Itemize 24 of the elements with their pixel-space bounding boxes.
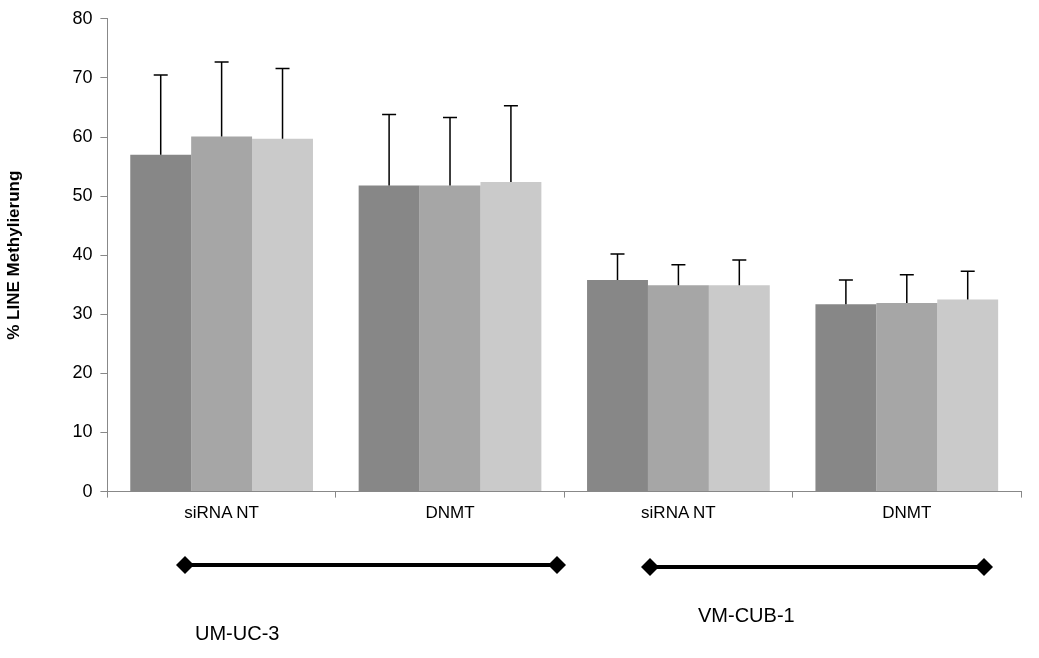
y-tick-label: 50 (72, 185, 93, 206)
y-tick-label: 30 (72, 303, 93, 324)
y-tick-label: 0 (82, 480, 93, 501)
y-axis-title: % LINE Methylierung (3, 170, 23, 340)
y-tick-label: 80 (72, 7, 93, 28)
x-tick-label: DNMT (425, 503, 475, 523)
y-tick-label: 20 (72, 362, 93, 383)
bar (876, 303, 938, 492)
text: UM-UC-3 (195, 622, 280, 645)
bar (252, 138, 313, 492)
bar (419, 185, 481, 492)
y-tick-label: 60 (72, 125, 93, 146)
bar (937, 299, 999, 492)
text: VM-CUB-1 (698, 604, 795, 627)
x-tick-label: DNMT (882, 503, 932, 523)
x-tick-label: siRNA NT (641, 503, 716, 523)
y-tick-label: 40 (72, 244, 93, 265)
bar (191, 136, 253, 492)
y-tick-label: 70 (72, 66, 93, 87)
bar (708, 285, 770, 492)
bar (480, 181, 542, 492)
y-tick-label: 10 (72, 421, 93, 442)
x-tick-label: siRNA NT (184, 503, 259, 523)
bar (647, 285, 709, 492)
